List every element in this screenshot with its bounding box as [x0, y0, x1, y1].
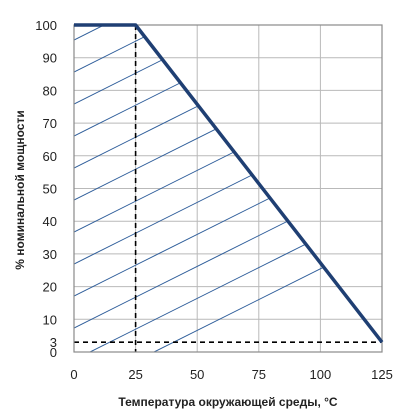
- x-axis-title: Температура окружающей среды, °C: [118, 395, 338, 409]
- hatch-line: [74, 237, 382, 352]
- reference-lines: [74, 25, 382, 352]
- y-tick-labels: 03 10 20 30 40 50 60 70 80 90 100: [35, 18, 57, 360]
- x-tick-labels: 0 25 50 75 100 125: [70, 367, 392, 382]
- hatch-line: [74, 141, 382, 297]
- y-tick-label: 0: [50, 345, 57, 360]
- derating-curve: [74, 23, 384, 344]
- hatch-line: [74, 25, 382, 137]
- hatch-line: [74, 25, 382, 41]
- x-tick-label: 100: [310, 367, 332, 382]
- hatch-line: [74, 109, 382, 265]
- y-tick-label: 20: [43, 280, 57, 295]
- y-tick-label: 3: [50, 335, 57, 350]
- y-tick-label: 70: [43, 116, 57, 131]
- x-tick-label: 25: [128, 367, 142, 382]
- hatch-line: [74, 77, 382, 233]
- x-tick-label: 125: [371, 367, 393, 382]
- hatch-line: [74, 0, 382, 8]
- y-tick-label: 10: [43, 312, 57, 327]
- y-tick-label: 50: [43, 182, 57, 197]
- y-tick-label: 60: [43, 149, 57, 164]
- grid: [74, 25, 382, 352]
- plot-border: [73, 24, 383, 353]
- x-tick-label: 75: [252, 367, 266, 382]
- x-tick-label: 50: [190, 367, 204, 382]
- plot-frame: [73, 24, 383, 353]
- series-layer: [74, 23, 384, 344]
- hatch-line: [74, 173, 382, 329]
- y-tick-label: 30: [43, 247, 57, 262]
- y-axis-title: % номинальной мощности: [13, 110, 27, 269]
- y-tick-label: 80: [43, 83, 57, 98]
- x-tick-label: 0: [70, 367, 77, 382]
- y-tick-label: 90: [43, 51, 57, 66]
- hatch-line: [74, 25, 382, 105]
- hatched-area: [74, 0, 382, 352]
- y-tick-label: 100: [35, 18, 57, 33]
- y-tick-label: 40: [43, 214, 57, 229]
- hatch-line: [74, 25, 382, 73]
